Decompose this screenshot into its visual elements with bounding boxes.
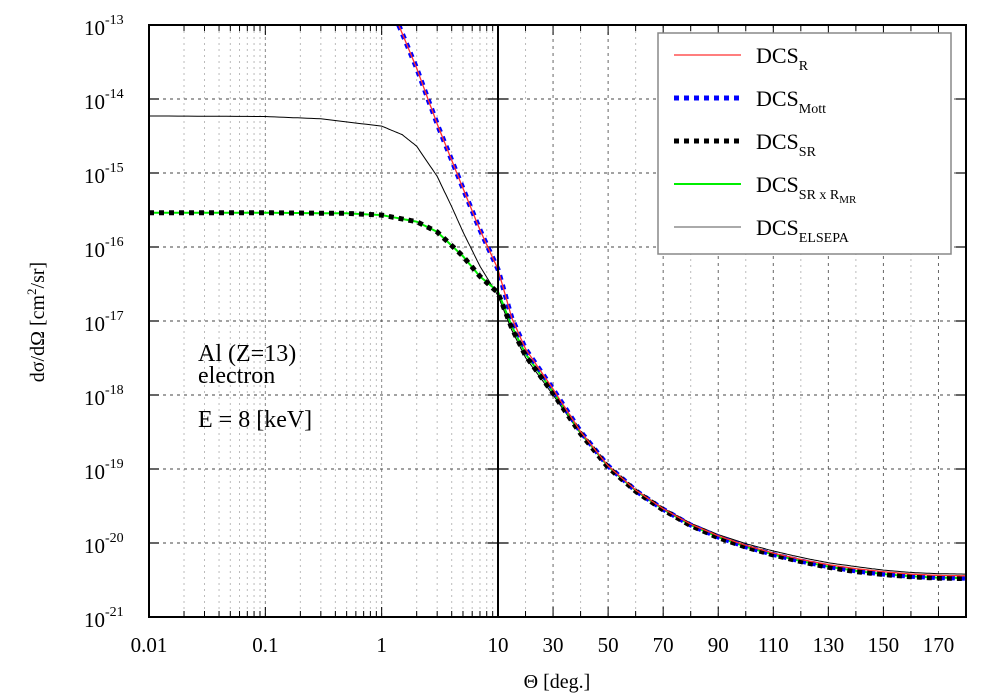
annotation-element: Al (Z=13) — [198, 341, 296, 367]
annotation-particle: electron — [198, 363, 275, 389]
legend-label: DCSELSEPA — [756, 215, 850, 246]
plot-border — [148, 24, 967, 618]
y-axis-title: dσ/dΩ [cm2/sr] — [24, 262, 49, 382]
y-tick-label: 10-19 — [84, 457, 124, 484]
x-tick-label: 1 — [376, 633, 387, 657]
x-axis-title: Θ [deg.] — [524, 671, 591, 693]
x-axis-tick-labels: 0.01 0.1 1 10 30 50 70 90 110 130 150 170 — [131, 633, 955, 657]
legend-label: DCSMott — [756, 86, 826, 117]
legend: DCSR DCSMott DCSSR DCSSR x RMR DCSELSEPA — [657, 32, 952, 255]
plot-frame — [148, 24, 967, 618]
x-tick-label: 50 — [598, 633, 619, 657]
y-axis-tick-labels: 10-13 10-14 10-15 10-16 10-17 10-18 10-19 10-20… — [84, 13, 124, 632]
y-tick-label: 10-15 — [84, 161, 124, 188]
x-tick-label: 0.01 — [131, 633, 168, 657]
x-tick-label: 90 — [708, 633, 729, 657]
legend-label: DCSR — [756, 43, 809, 74]
y-tick-label: 10-17 — [84, 309, 124, 336]
x-tick-label: 150 — [868, 633, 900, 657]
x-tick-label: 70 — [653, 633, 674, 657]
legend-label: DCSSR — [756, 129, 817, 160]
y-tick-label: 10-13 — [84, 13, 124, 40]
x-tick-label: 0.1 — [252, 633, 278, 657]
data-curves — [149, 25, 966, 582]
y-tick-label: 10-14 — [84, 87, 124, 114]
y-tick-label: 10-21 — [84, 605, 124, 632]
x-tick-label: 30 — [543, 633, 564, 657]
y-tick-label: 10-18 — [84, 383, 124, 410]
y-tick-label: 10-20 — [84, 531, 124, 558]
legend-label: DCSSR x RMR — [756, 172, 857, 206]
annotation-energy: E = 8 [keV] — [198, 407, 312, 433]
x-tick-label: 130 — [813, 633, 845, 657]
annotation-block: Al (Z=13) electron E = 8 [keV] — [198, 341, 312, 433]
x-tick-label: 110 — [758, 633, 789, 657]
curve-dcs-r — [398, 25, 966, 577]
x-tick-label: 10 — [488, 633, 509, 657]
y-tick-label: 10-16 — [84, 235, 124, 262]
x-tick-label: 170 — [923, 633, 955, 657]
